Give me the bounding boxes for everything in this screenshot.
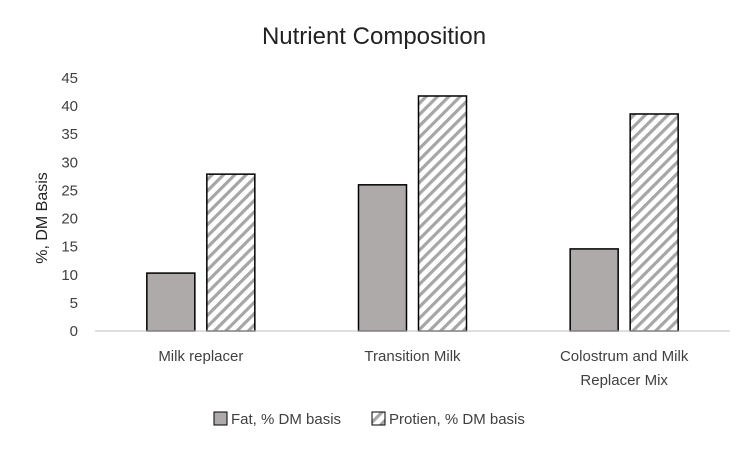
y-tick-label: 15 — [61, 239, 78, 256]
bar-fat — [146, 272, 196, 332]
bar-protein — [629, 113, 679, 332]
y-tick-label: 20 — [61, 211, 78, 228]
y-tick-label: 25 — [61, 182, 78, 199]
bars — [146, 95, 679, 332]
bar-fat — [569, 248, 619, 332]
y-tick-label: 35 — [61, 126, 78, 143]
y-tick-label: 40 — [61, 98, 78, 115]
legend-label-fat: Fat, % DM basis — [231, 411, 341, 428]
x-category-label: Replacer Mix — [580, 372, 668, 389]
legend-swatch-protein — [371, 411, 386, 426]
x-category-label: Milk replacer — [158, 348, 243, 365]
y-tick-label: 0 — [70, 323, 78, 340]
y-tick-label: 45 — [61, 70, 78, 87]
x-category-label: Colostrum and Milk — [560, 348, 689, 365]
bar-fat — [357, 184, 408, 332]
legend-label-protein: Protien, % DM basis — [389, 411, 525, 428]
x-axis-labels: Milk replacer Transition Milk Colostrum an… — [158, 348, 689, 389]
y-tick-label: 10 — [61, 267, 78, 284]
chart-title: Nutrient Composition — [262, 23, 486, 50]
y-tick-label: 5 — [70, 295, 78, 312]
y-axis-ticks: 0 5 10 15 20 25 30 35 40 45 — [61, 70, 78, 340]
bar-protein — [417, 95, 468, 332]
y-tick-label: 30 — [61, 154, 78, 171]
legend: Fat, % DM basis Protien, % DM basis — [213, 411, 525, 428]
y-axis-label: %, DM Basis — [34, 172, 51, 264]
x-category-label: Transition Milk — [364, 348, 461, 365]
legend-swatch-fat — [213, 411, 228, 426]
bar-protein — [206, 173, 256, 332]
